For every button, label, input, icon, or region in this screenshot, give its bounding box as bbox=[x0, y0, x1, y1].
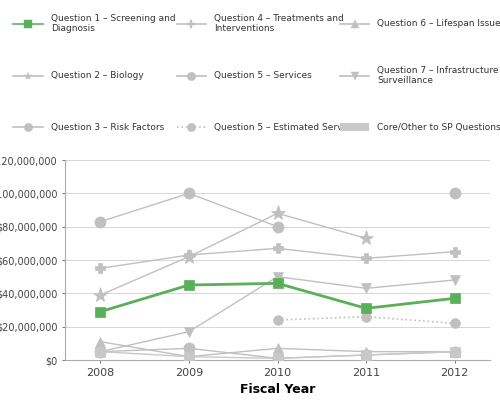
Text: Question 6 – Lifespan Issues: Question 6 – Lifespan Issues bbox=[378, 19, 500, 28]
Text: Question 2 – Biology: Question 2 – Biology bbox=[50, 71, 144, 80]
X-axis label: Fiscal Year: Fiscal Year bbox=[240, 383, 315, 396]
Text: Question 4 – Treatments and
Interventions: Question 4 – Treatments and Intervention… bbox=[214, 14, 344, 34]
Text: Question 5 – Estimated Services: Question 5 – Estimated Services bbox=[214, 123, 360, 132]
Text: Question 5 – Services: Question 5 – Services bbox=[214, 71, 312, 80]
FancyBboxPatch shape bbox=[340, 123, 369, 131]
Text: Core/Other to SP Questions: Core/Other to SP Questions bbox=[378, 123, 500, 132]
Text: Question 7 – Infrastructure and
Surveillance: Question 7 – Infrastructure and Surveill… bbox=[378, 66, 500, 85]
Text: Question 1 – Screening and
Diagnosis: Question 1 – Screening and Diagnosis bbox=[50, 14, 176, 34]
Text: Question 3 – Risk Factors: Question 3 – Risk Factors bbox=[50, 123, 164, 132]
